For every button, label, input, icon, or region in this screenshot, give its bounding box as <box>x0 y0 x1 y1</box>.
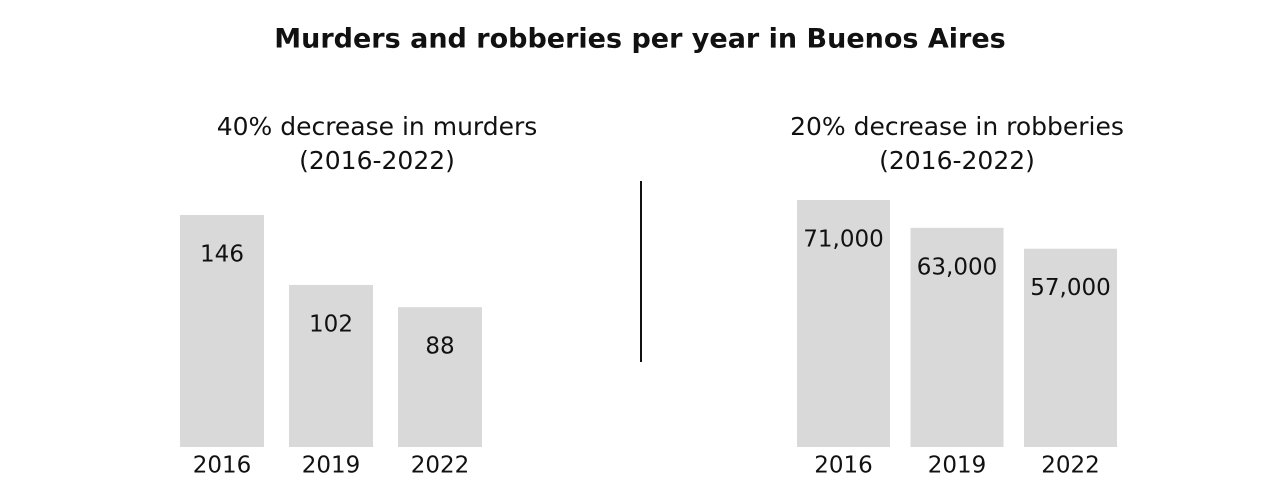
value-label: 63,000 <box>917 254 997 280</box>
bar <box>910 227 1004 447</box>
chart-title: 40% decrease in murders <box>217 112 538 141</box>
x-tick-label: 2016 <box>193 453 252 479</box>
bar <box>180 215 264 447</box>
value-label: 146 <box>200 242 244 268</box>
bar <box>797 200 890 447</box>
value-label: 88 <box>425 334 454 360</box>
x-tick-label: 2019 <box>928 453 987 479</box>
value-label: 57,000 <box>1030 275 1110 301</box>
bar <box>289 284 373 447</box>
bar <box>398 307 482 447</box>
chart-subtitle: (2016-2022) <box>879 146 1035 175</box>
chart-subtitle: (2016-2022) <box>299 146 455 175</box>
value-label: 71,000 <box>803 227 883 253</box>
bar <box>1024 248 1117 447</box>
x-tick-label: 2019 <box>302 453 361 479</box>
x-tick-label: 2016 <box>814 453 873 479</box>
page-title: Murders and robberies per year in Buenos… <box>274 24 1005 55</box>
value-label: 102 <box>309 311 353 337</box>
x-tick-label: 2022 <box>411 453 470 479</box>
chart-title: 20% decrease in robberies <box>790 112 1124 141</box>
x-tick-label: 2022 <box>1041 453 1100 479</box>
